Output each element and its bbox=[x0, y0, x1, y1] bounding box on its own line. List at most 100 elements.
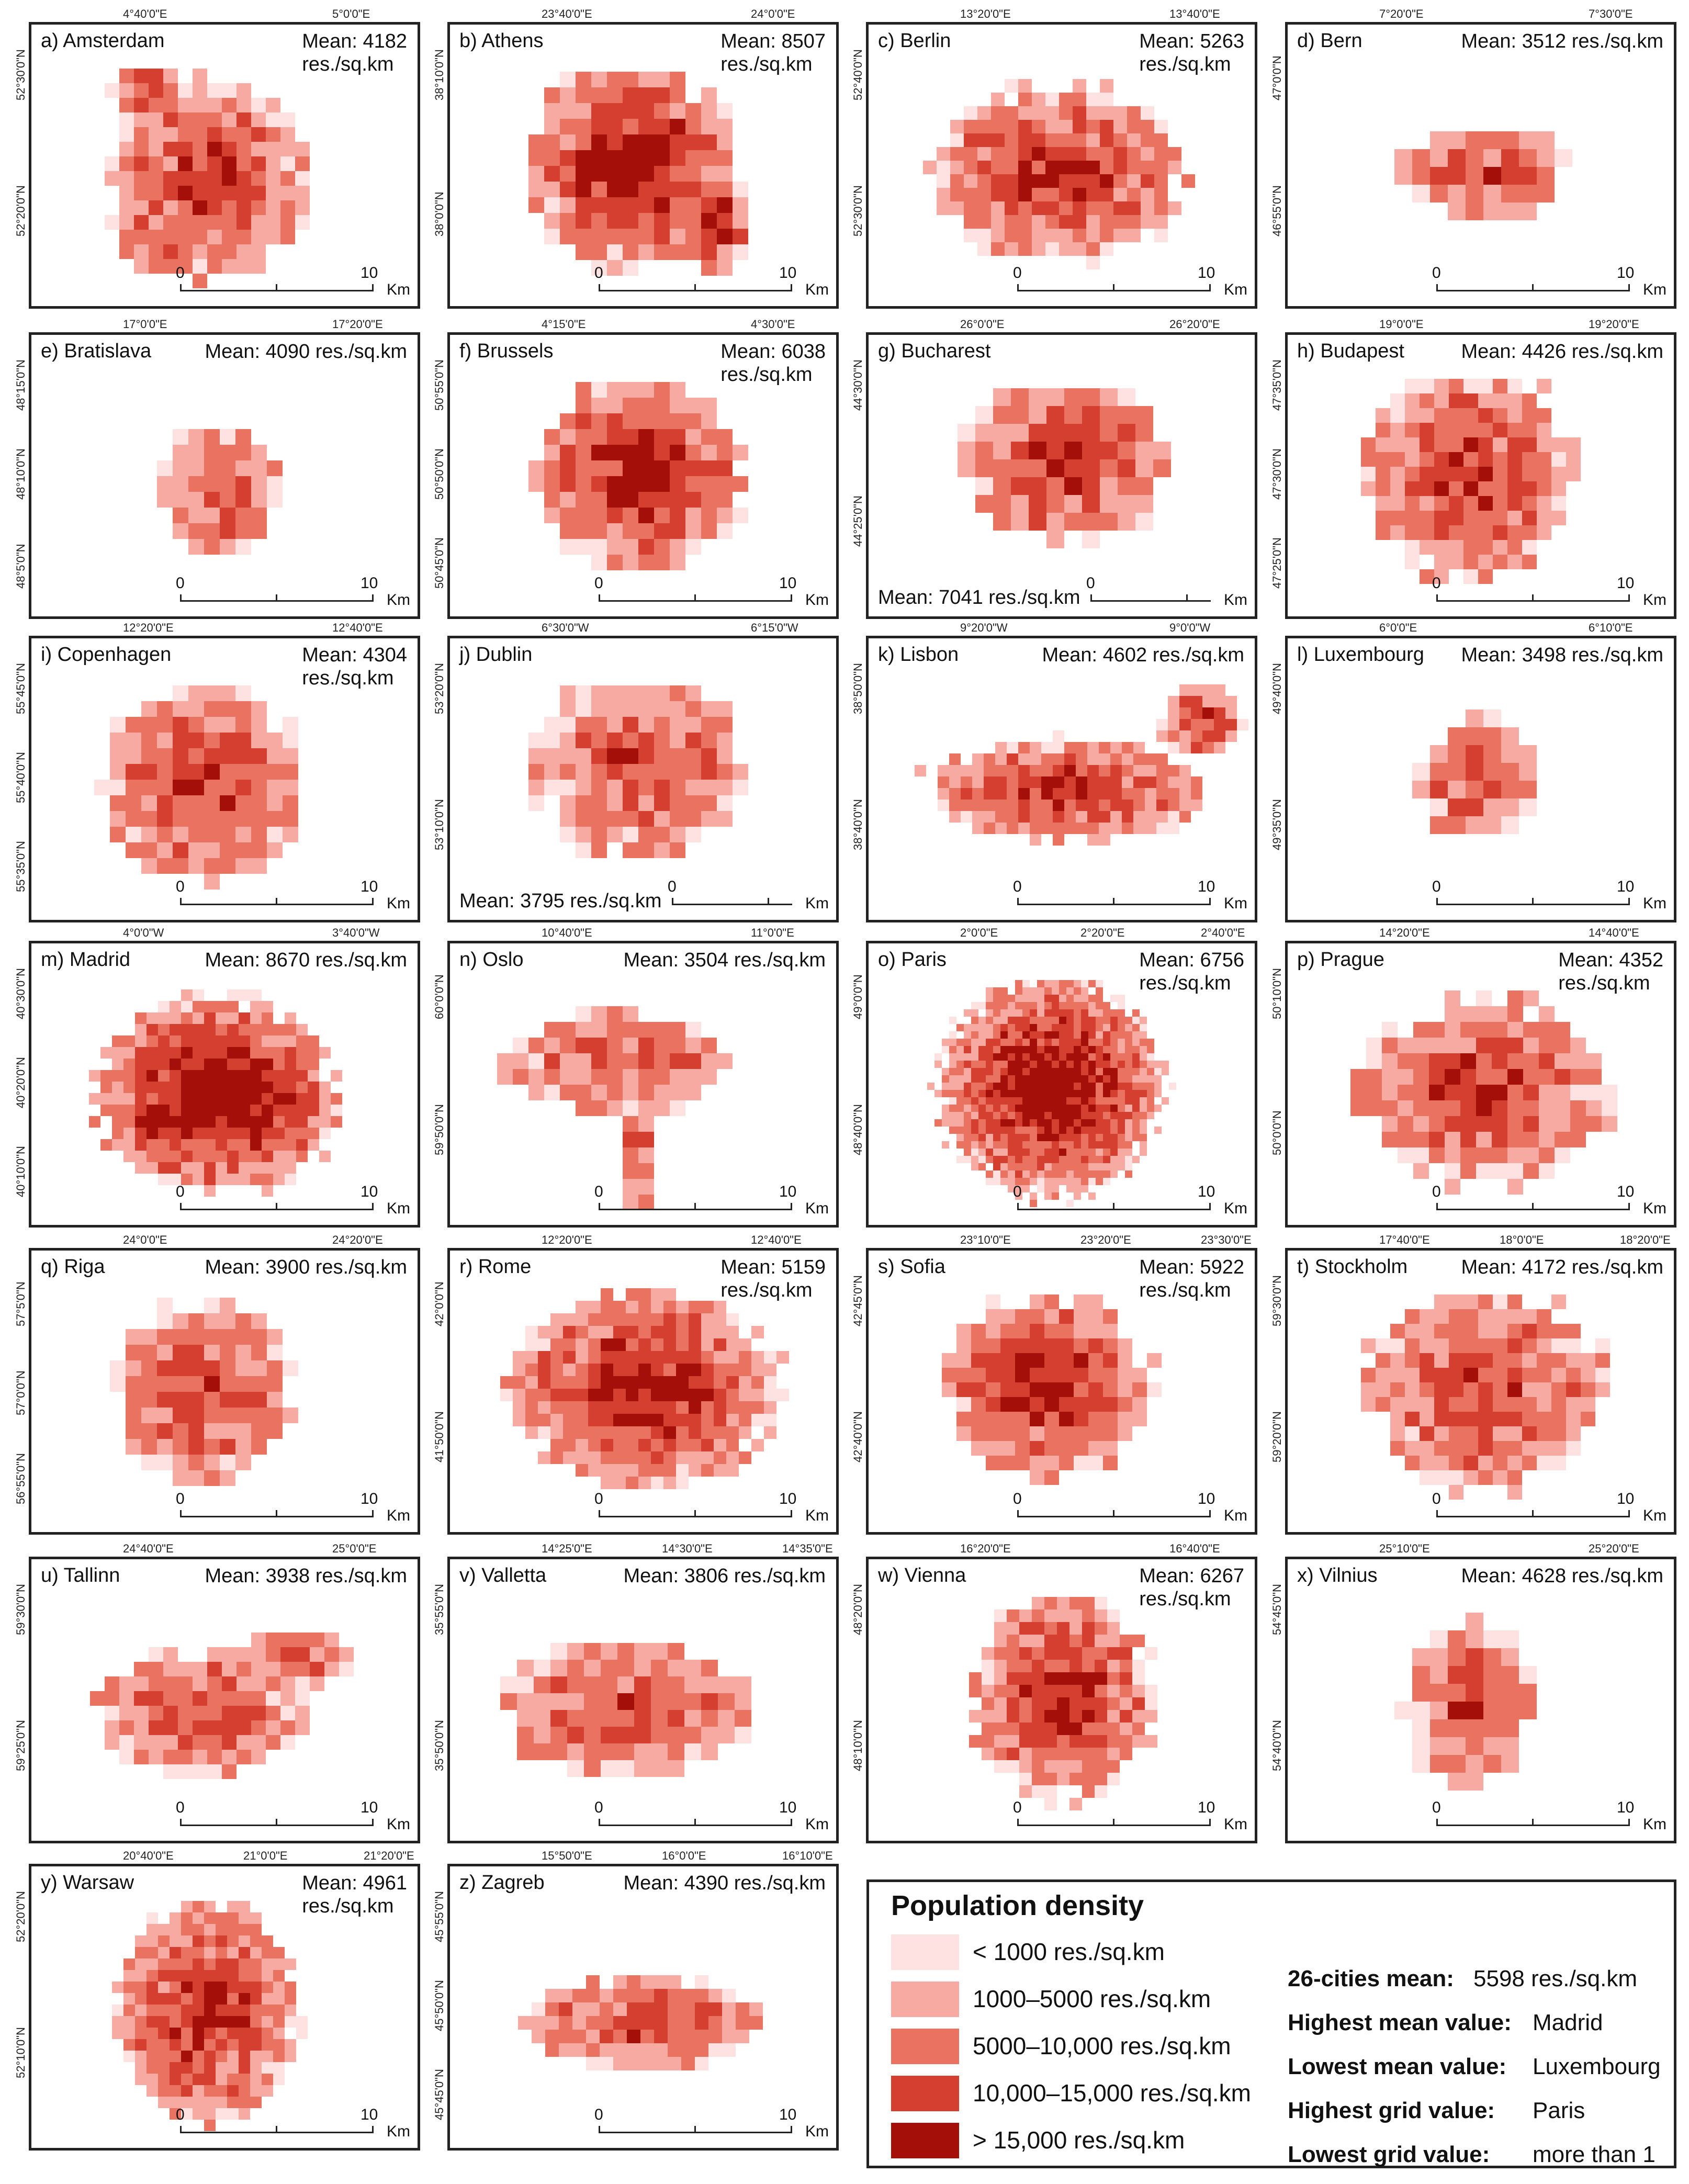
density-grid-cell bbox=[1507, 423, 1522, 437]
density-grid-cell bbox=[1523, 1069, 1539, 1085]
density-grid-cell bbox=[1420, 423, 1434, 437]
density-grid-cell bbox=[1082, 531, 1100, 548]
density-grid-cell bbox=[1519, 1666, 1537, 1684]
density-grid-cell bbox=[147, 1970, 158, 1982]
scale-tick bbox=[1209, 1510, 1211, 1517]
density-grid-cell bbox=[216, 2074, 227, 2085]
density-grid-cell bbox=[663, 1288, 676, 1301]
density-grid-cell bbox=[607, 413, 623, 429]
density-grid-cell bbox=[158, 2016, 170, 2028]
density-grid-cell bbox=[227, 1012, 239, 1024]
density-grid-cell bbox=[982, 1748, 994, 1760]
density-grid-cell bbox=[654, 134, 670, 150]
density-grid-cell bbox=[701, 182, 717, 197]
density-grid-cell bbox=[178, 1676, 193, 1691]
density-grid-cell bbox=[525, 1401, 538, 1414]
density-grid-cell bbox=[1052, 1039, 1059, 1046]
density-grid-cell bbox=[717, 492, 733, 508]
density-grid-cell bbox=[638, 1451, 651, 1464]
density-grid-cell bbox=[563, 1414, 576, 1426]
density-grid-cell bbox=[1398, 1147, 1413, 1163]
density-grid-cell bbox=[751, 1439, 764, 1451]
density-grid-cell bbox=[1044, 1660, 1057, 1672]
density-grid-cell bbox=[147, 1024, 158, 1035]
density-grid-cell bbox=[971, 1017, 978, 1024]
density-grid-cell bbox=[1088, 1002, 1096, 1009]
density-grid-cell bbox=[1118, 1397, 1132, 1412]
density-grid-cell bbox=[1074, 1061, 1081, 1068]
density-grid-cell bbox=[181, 1924, 193, 1935]
city-mean-density: Mean: 4628 res./sq.km bbox=[1461, 1565, 1663, 1587]
density-grid-cell bbox=[1154, 1105, 1162, 1112]
density-grid-cell bbox=[1057, 1723, 1069, 1735]
density-grid-cell bbox=[178, 1720, 193, 1735]
density-grid-cell bbox=[163, 200, 178, 215]
density-grid-cell bbox=[654, 87, 670, 103]
density-grid-cell bbox=[227, 2005, 239, 2016]
density-grid-cell bbox=[1000, 1397, 1015, 1412]
density-grid-cell bbox=[1463, 1426, 1478, 1441]
density-grid-cell bbox=[1000, 1127, 1008, 1134]
density-grid-cell bbox=[1099, 800, 1110, 811]
density-grid-cell bbox=[1507, 1163, 1523, 1179]
density-grid-cell bbox=[964, 1024, 971, 1031]
density-grid-cell bbox=[717, 748, 733, 764]
scale-tick bbox=[694, 2126, 696, 2133]
density-grid-cell bbox=[157, 1392, 173, 1408]
density-grid-cell bbox=[726, 1364, 739, 1376]
density-grid-cell bbox=[1099, 823, 1110, 834]
density-grid-cell bbox=[110, 1360, 126, 1376]
scale-tick bbox=[1017, 284, 1019, 291]
density-grid-cell bbox=[576, 150, 591, 166]
density-grid-cell bbox=[266, 1662, 280, 1676]
density-grid-cell bbox=[157, 764, 173, 780]
density-grid-cell bbox=[544, 229, 560, 244]
density-grid-cell bbox=[733, 244, 748, 260]
density-grid-cell bbox=[1118, 1119, 1125, 1127]
density-grid-cell bbox=[971, 1149, 978, 1156]
density-grid-cell bbox=[1202, 696, 1214, 707]
density-grid-cell bbox=[1493, 1456, 1507, 1470]
density-grid-cell bbox=[607, 1038, 623, 1053]
scale-unit-label: Km bbox=[805, 2123, 829, 2140]
density-grid-cell bbox=[1066, 1024, 1074, 1031]
latitude-label: 35°55'0"N bbox=[433, 1584, 446, 1635]
density-grid-cell bbox=[538, 1414, 550, 1426]
density-grid-cell bbox=[239, 1139, 250, 1151]
density-grid-cell bbox=[147, 1982, 158, 1993]
density-grid-cell bbox=[670, 1100, 685, 1116]
city-map-panel: n) Oslo Mean: 3504 res./sq.km 0 10 Km bbox=[447, 941, 839, 1228]
density-grid-cell bbox=[135, 1970, 147, 1982]
density-grid-cell bbox=[1350, 1100, 1366, 1116]
density-grid-cell bbox=[695, 2002, 708, 2016]
density-grid-cell bbox=[1019, 1748, 1032, 1760]
density-grid-cell bbox=[714, 1464, 726, 1477]
density-grid-cell bbox=[1076, 753, 1087, 765]
density-grid-cell bbox=[1507, 408, 1522, 423]
density-grid-cell bbox=[544, 476, 560, 492]
density-grid-cell bbox=[576, 1053, 591, 1069]
density-grid-cell bbox=[627, 2016, 640, 2030]
density-grid-cell bbox=[1011, 459, 1029, 477]
density-grid-cell bbox=[1145, 1647, 1157, 1660]
city-title: h) Budapest bbox=[1297, 340, 1404, 362]
density-grid-cell bbox=[689, 1451, 701, 1464]
density-grid-cell bbox=[173, 764, 188, 780]
density-grid-cell bbox=[1030, 1178, 1037, 1185]
density-grid-cell bbox=[147, 1059, 158, 1070]
density-grid-cell bbox=[250, 1105, 262, 1116]
density-grid-cell bbox=[1382, 1085, 1398, 1100]
density-grid-cell bbox=[135, 2005, 147, 2016]
density-grid-cell bbox=[986, 1046, 993, 1053]
density-grid-cell bbox=[204, 1439, 220, 1455]
density-grid-cell bbox=[751, 1401, 764, 1414]
density-grid-cell bbox=[1127, 229, 1141, 242]
scale-tick bbox=[791, 2126, 792, 2133]
density-grid-cell bbox=[181, 2028, 193, 2039]
latitude-label: 42°40'0"N bbox=[851, 1411, 864, 1462]
density-grid-cell bbox=[1434, 1397, 1449, 1412]
density-grid-cell bbox=[1074, 995, 1081, 1002]
density-grid-cell bbox=[1096, 1170, 1103, 1178]
density-grid-cell bbox=[1022, 1156, 1030, 1163]
